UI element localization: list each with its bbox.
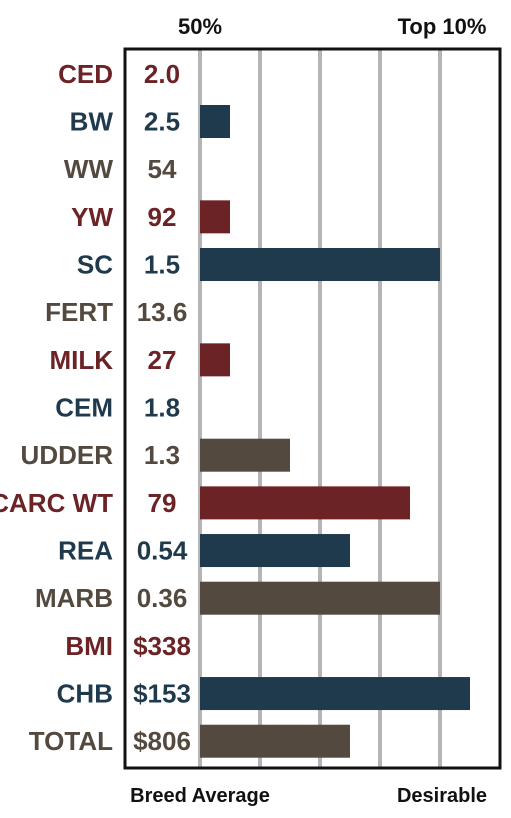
trait-label: MILK <box>49 345 113 375</box>
trait-label: CHB <box>57 679 113 709</box>
value-label: 2.0 <box>144 59 180 89</box>
value-label: 92 <box>148 202 177 232</box>
top-label-50-percent: 50% <box>178 14 222 39</box>
trait-label: REA <box>58 536 113 566</box>
value-label: 54 <box>148 154 177 184</box>
bottom-label-breed-average: Breed Average <box>130 785 270 807</box>
trait-label: UDDER <box>21 440 114 470</box>
value-label: 0.36 <box>137 583 188 613</box>
value-label: $153 <box>133 679 191 709</box>
bar <box>200 248 440 282</box>
value-label: 1.8 <box>144 393 180 423</box>
bottom-label-desirable: Desirable <box>397 785 487 807</box>
bar-group <box>200 105 470 758</box>
bar <box>200 677 470 711</box>
bar <box>200 200 230 234</box>
trait-label: SC <box>77 250 113 280</box>
trait-label: CEM <box>55 393 113 423</box>
value-label: 79 <box>148 488 177 518</box>
value-label: 2.5 <box>144 107 180 137</box>
trait-label: WW <box>64 154 114 184</box>
grid-lines <box>198 50 442 767</box>
value-label: 1.5 <box>144 250 180 280</box>
value-label: 27 <box>148 345 177 375</box>
value-label: $338 <box>133 631 191 661</box>
value-label: $806 <box>133 726 191 756</box>
value-label: 0.54 <box>137 536 188 566</box>
bar <box>200 343 230 377</box>
top-label-top-10-percent: Top 10% <box>398 14 487 39</box>
trait-label: CARC WT <box>0 488 113 518</box>
value-labels: 2.0 2.5 54 92 1.5 13.6 27 1.8 1.3 79 0.54 0.36 $338 $… <box>133 59 191 756</box>
trait-label: TOTAL <box>29 726 113 756</box>
trait-label: MARB <box>35 583 113 613</box>
bar <box>200 724 350 758</box>
trait-label: FERT <box>45 297 113 327</box>
trait-label: YW <box>71 202 113 232</box>
value-label: 13.6 <box>137 297 188 327</box>
bar <box>200 486 410 520</box>
bar <box>200 438 290 472</box>
bar <box>200 581 440 615</box>
bar <box>200 534 350 568</box>
trait-label: CED <box>58 59 113 89</box>
bar <box>200 105 230 139</box>
trait-labels: CED BW WW YW SC FERT MILK CEM UDDER CARC WT REA MAR… <box>0 59 113 756</box>
value-label: 1.3 <box>144 440 180 470</box>
chart-frame <box>123 47 502 770</box>
trait-label: BW <box>70 107 114 137</box>
trait-label: BMI <box>65 631 113 661</box>
